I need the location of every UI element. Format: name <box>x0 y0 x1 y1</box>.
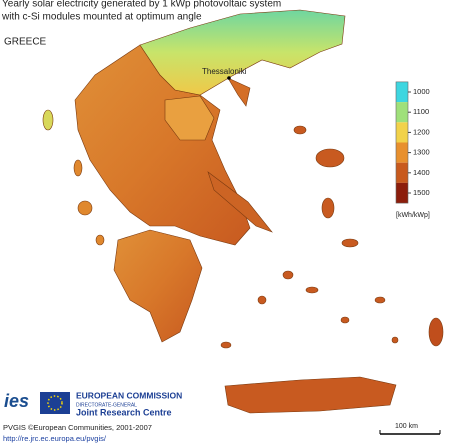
island <box>282 270 294 280</box>
island <box>374 296 386 304</box>
eu-flag <box>40 392 70 414</box>
lesvos <box>315 148 345 168</box>
northern-greece <box>139 9 346 96</box>
scale-label: 100 km <box>395 423 418 430</box>
kefalonia <box>77 200 93 216</box>
evia <box>207 171 273 233</box>
rhodes <box>428 317 444 347</box>
legend-swatch <box>396 102 408 123</box>
island <box>340 316 350 324</box>
island <box>257 295 267 305</box>
legend-tick-label: 1400 <box>413 168 430 177</box>
ies-logo: ies <box>4 391 29 411</box>
limnos <box>293 125 307 135</box>
thessaly-plain <box>164 95 215 141</box>
country-label: GREECE <box>4 37 47 48</box>
legend-swatch <box>396 182 408 204</box>
peloponnese <box>113 229 203 343</box>
legend-swatch <box>396 81 408 103</box>
crete <box>224 376 397 414</box>
island <box>305 286 319 294</box>
legend-frame <box>395 81 409 204</box>
legend-swatch <box>396 122 408 143</box>
island <box>391 336 399 344</box>
org-line: EUROPEAN COMMISSION <box>76 390 182 400</box>
url: http://re.jrc.ec.europa.eu/pvgis/ <box>3 434 107 443</box>
title-line: with c-Si modules mounted at optimum ang… <box>1 12 202 23</box>
legend-swatch <box>396 162 408 183</box>
corfu <box>42 109 54 131</box>
legend-tick-label: 1100 <box>413 107 429 116</box>
map <box>42 9 444 414</box>
eu-stars <box>47 395 63 411</box>
samos <box>341 238 359 248</box>
legend-swatch <box>396 142 408 163</box>
zakynthos <box>95 234 105 246</box>
legend-tick-label: 1000 <box>413 87 430 96</box>
title-line: Yearly solar electricity generated by 1 … <box>2 0 281 10</box>
lefkada <box>73 159 83 177</box>
legend-tick-label: 1500 <box>413 188 430 197</box>
legend-tick-label: 1300 <box>413 148 430 157</box>
kythira <box>220 341 232 349</box>
halkidiki <box>227 77 251 107</box>
city-marker <box>227 76 231 80</box>
city-label: Thessaloniki <box>202 67 247 76</box>
copyright: PVGIS ©European Communities, 2001-2007 <box>3 423 152 432</box>
legend: [kWh/kWp] 1000 1100 1200 1300 1400 1500 <box>395 81 430 219</box>
org-line: DIRECTORATE-GENERAL <box>76 402 137 408</box>
chios <box>321 197 335 219</box>
legend-unit: [kWh/kWp] <box>396 212 430 219</box>
org-line: Joint Research Centre <box>76 407 172 417</box>
legend-tick-label: 1200 <box>413 127 430 136</box>
